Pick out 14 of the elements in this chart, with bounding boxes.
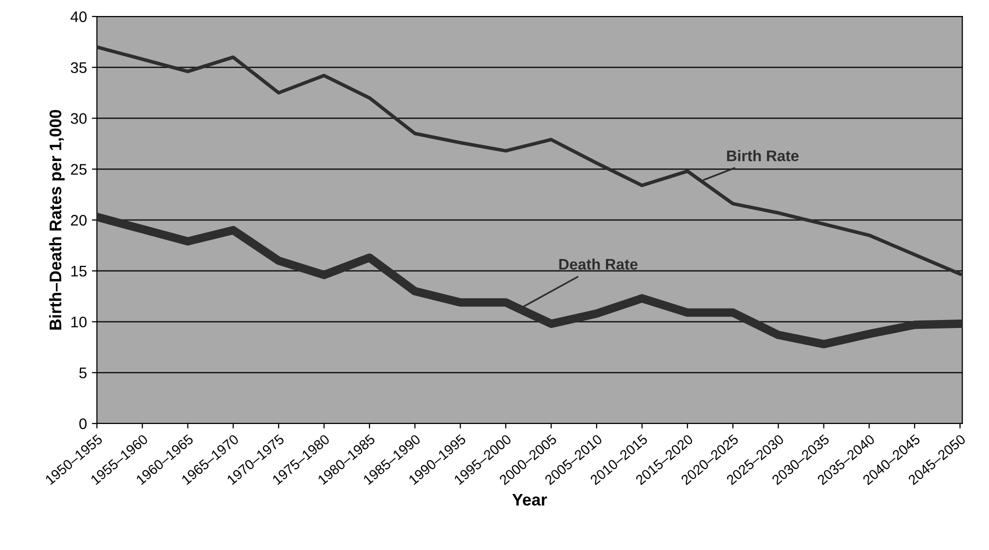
y-tick-label: 20 [70,214,87,226]
line-series [96,45,962,276]
y-tick-label: 15 [71,266,87,277]
y-tick-label: 10 [71,316,87,328]
y-axis-title: Birth–Death Rates per 1,000 [49,110,65,330]
y-tick-label: 25 [70,164,87,175]
series-label: Death Rate [559,258,638,270]
y-tick-label: 0 [79,418,87,430]
y-tick-label: 40 [70,11,87,22]
y-tick-label: 5 [79,368,87,378]
y-tick-label: 30 [70,113,87,124]
text: Birth Rate [727,150,799,162]
y-tick-label: 35 [70,62,87,74]
x-axis-title: Year [512,494,547,506]
